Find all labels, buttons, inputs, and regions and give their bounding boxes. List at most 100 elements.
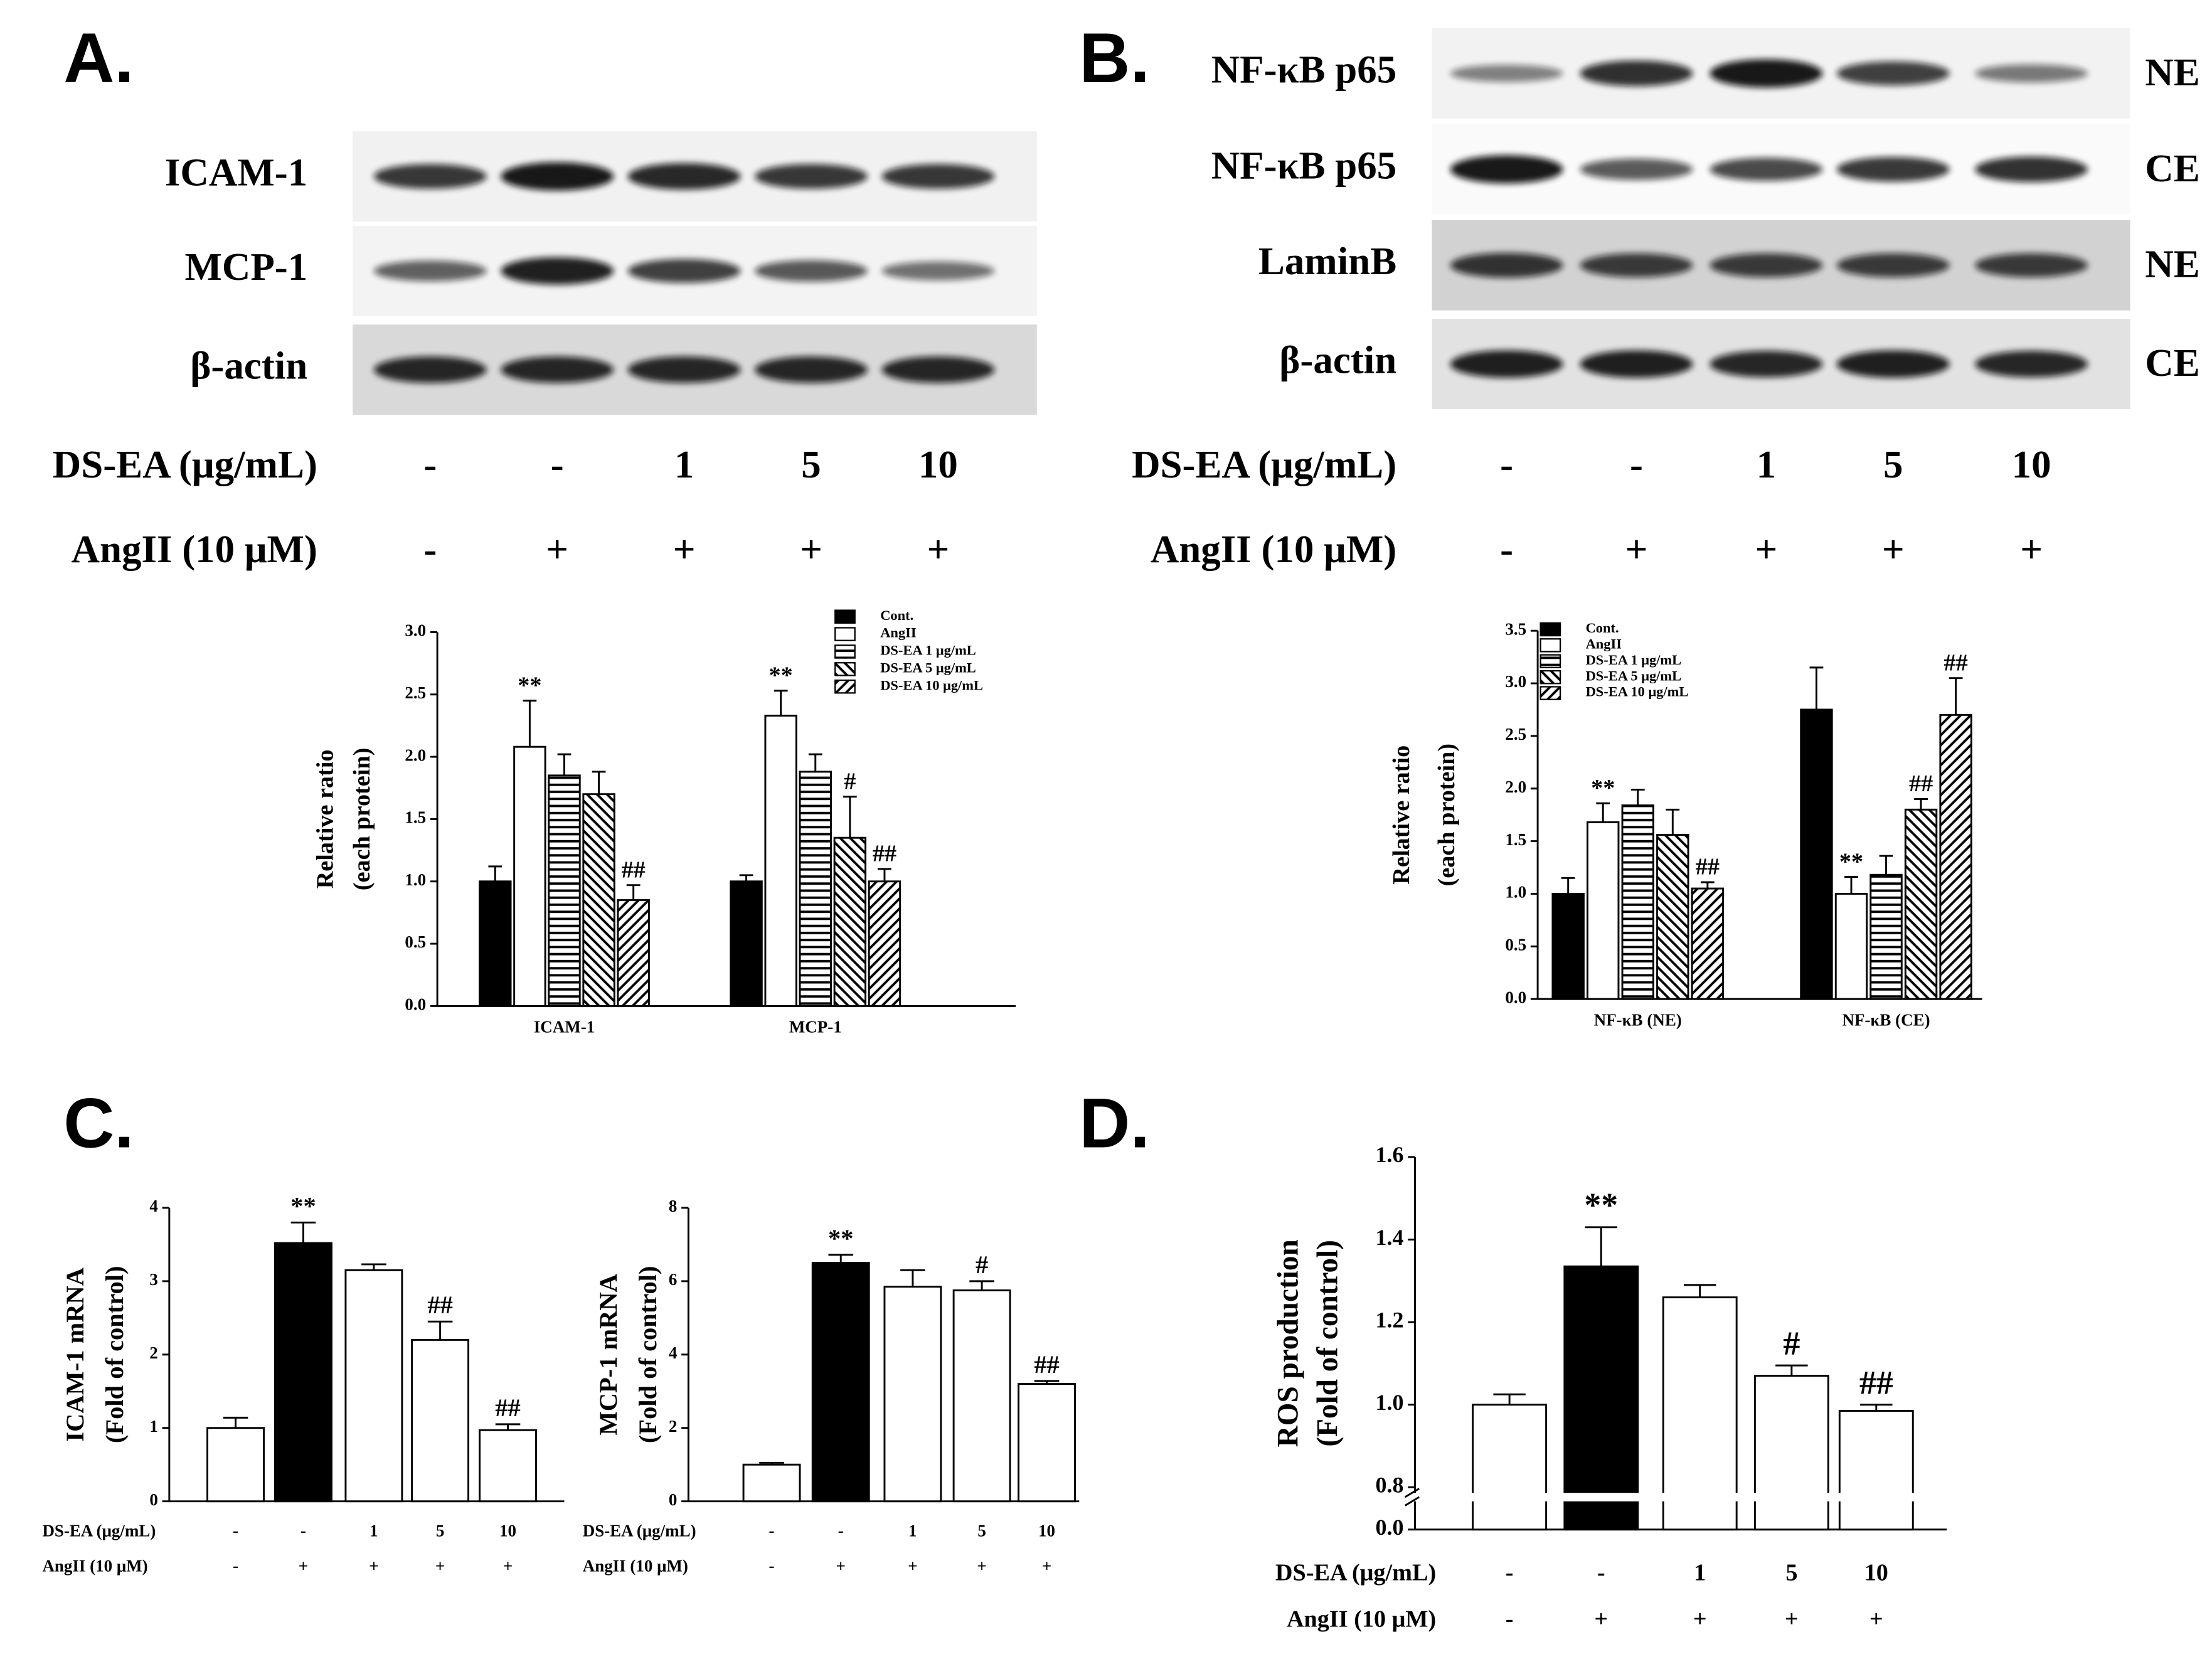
- legend-label: DS-EA 5 μg/mL: [880, 660, 976, 676]
- bar: [764, 715, 797, 1007]
- treatment-value: 5: [436, 1521, 444, 1540]
- treatment-value: +: [1594, 1606, 1608, 1633]
- blot-band: [881, 164, 995, 189]
- treatment-value: -: [423, 442, 437, 486]
- treatment-label: AngII (10 μM): [1287, 1606, 1436, 1633]
- y-axis-label: Relative ratio: [312, 750, 338, 889]
- bar-hatch: [548, 775, 580, 1006]
- legend-swatch: [834, 609, 856, 624]
- bar: [1800, 708, 1833, 1000]
- blot-row-label: LaminB: [1258, 239, 1396, 283]
- treatment-value: +: [1785, 1606, 1799, 1633]
- significance-label: ##: [495, 1394, 520, 1422]
- treatment-value: 5: [1785, 1559, 1797, 1586]
- bar: [1563, 1265, 1639, 1531]
- fraction-label: NE: [2145, 50, 2199, 94]
- y-tick-label: 1.4: [1376, 1225, 1404, 1250]
- treatment-value: -: [769, 1521, 775, 1540]
- bar-hatch: [1692, 888, 1723, 1000]
- treatment-value: +: [1882, 527, 1905, 571]
- bar-hatch: [1622, 805, 1654, 1000]
- y-tick-label: 3.0: [1505, 672, 1526, 691]
- y-tick-label: 0: [669, 1490, 677, 1509]
- treatment-value: +: [546, 527, 568, 571]
- treatment-label: DS-EA (μg/mL): [1275, 1559, 1436, 1586]
- bar: [1587, 821, 1620, 1000]
- bar: [730, 880, 763, 1007]
- y-tick-label: 3: [149, 1270, 157, 1289]
- treatment-value: +: [927, 527, 949, 571]
- blot-band: [1450, 155, 1563, 184]
- treatment-value: +: [1042, 1557, 1051, 1576]
- treatment-value: +: [299, 1557, 308, 1576]
- blot-band: [755, 356, 868, 383]
- y-tick-label: 3.5: [1505, 619, 1526, 638]
- legend-hatch: [1540, 654, 1561, 668]
- y-axis-label: (each protein): [349, 748, 375, 891]
- treatment-value: -: [838, 1521, 844, 1540]
- treatment-label: DS-EA (μg/mL): [53, 442, 317, 486]
- blot-band: [627, 259, 741, 283]
- treatment-value: -: [1597, 1559, 1605, 1586]
- bar: [513, 745, 546, 1007]
- legend-swatch: [1539, 638, 1561, 653]
- y-tick-label: 2.5: [405, 683, 426, 702]
- treatment-label: AngII (10 μM): [583, 1557, 688, 1576]
- blot-band: [1975, 351, 2088, 378]
- legend-label: DS-EA 1 μg/mL: [1586, 652, 1682, 668]
- blot-band: [373, 356, 487, 383]
- blot-band: [627, 356, 741, 383]
- bar: [1838, 1410, 1914, 1531]
- legend-label: DS-EA 5 μg/mL: [1586, 668, 1682, 683]
- significance-label: ##: [1909, 771, 1933, 797]
- x-tick-label: MCP-1: [789, 1018, 842, 1037]
- treatment-label: DS-EA (μg/mL): [583, 1521, 696, 1540]
- blot-band: [1836, 253, 1950, 277]
- blot-band: [1836, 157, 1950, 182]
- blot-band: [881, 356, 995, 383]
- y-tick-label: 2: [669, 1417, 677, 1436]
- treatment-value: -: [769, 1557, 775, 1576]
- blot-band: [1836, 350, 1950, 378]
- y-tick-label: 8: [669, 1197, 677, 1215]
- bar-hatch: [1657, 835, 1689, 1000]
- blot-band: [1580, 60, 1693, 87]
- treatment-label: DS-EA (μg/mL): [42, 1521, 156, 1540]
- bar-hatch: [1940, 715, 1972, 1000]
- legend-hatch: [1540, 686, 1561, 700]
- bar: [274, 1242, 332, 1503]
- legend-hatch: [835, 645, 855, 658]
- blot-band: [501, 356, 614, 383]
- fraction-label: CE: [2145, 146, 2199, 190]
- treatment-value: 1: [908, 1521, 917, 1540]
- significance-label: #: [844, 768, 856, 794]
- bar: [883, 1286, 942, 1503]
- blot-band: [501, 162, 614, 191]
- bar: [1472, 1404, 1548, 1531]
- bar: [811, 1262, 870, 1503]
- blot-row-label: ICAM-1: [165, 151, 307, 195]
- treatment-value: +: [435, 1557, 445, 1576]
- bar-hatch: [834, 838, 866, 1006]
- treatment-value: -: [1506, 1559, 1514, 1586]
- legend-hatch: [835, 680, 855, 693]
- treatment-value: +: [1625, 527, 1648, 571]
- blot-band: [1580, 158, 1693, 180]
- significance-label: ##: [1034, 1350, 1059, 1379]
- blot-band: [1710, 59, 1823, 88]
- significance-label: ##: [1696, 854, 1720, 880]
- x-tick-label: ICAM-1: [534, 1018, 595, 1037]
- y-tick-label: 0.0: [1505, 988, 1526, 1006]
- bar: [1834, 892, 1868, 1000]
- y-axis-label: (Fold of control): [634, 1266, 662, 1444]
- blot-band: [1975, 64, 2088, 83]
- panel-label: D.: [1079, 1084, 1149, 1163]
- significance-label: ##: [873, 841, 896, 867]
- y-tick-label: 1.0: [1505, 883, 1526, 902]
- treatment-value: -: [1500, 527, 1513, 571]
- bar: [952, 1289, 1011, 1503]
- significance-label: #: [976, 1251, 988, 1279]
- blot-row-label: β-actin: [190, 344, 307, 388]
- treatment-value: -: [1630, 442, 1643, 486]
